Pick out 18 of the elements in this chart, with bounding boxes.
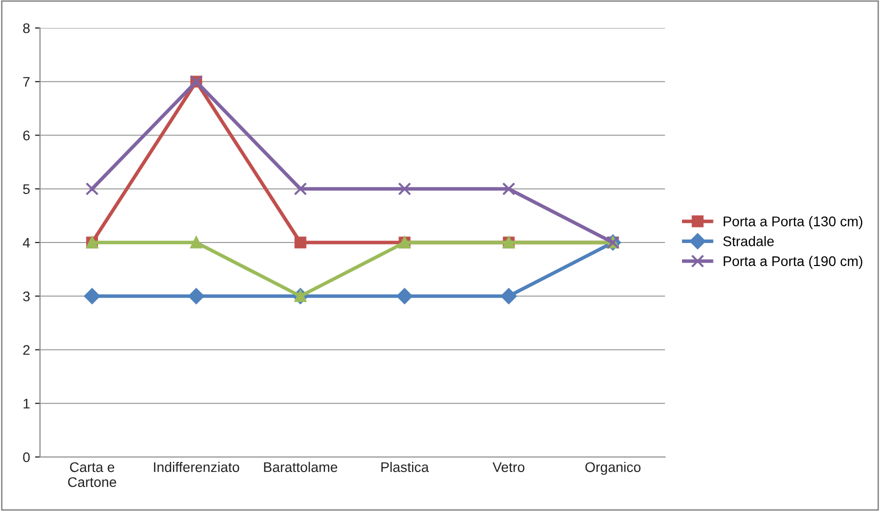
x-tick-label: Organico [585, 462, 641, 475]
x-tick-label: Plastica [381, 462, 429, 472]
y-tick-label: 5 [23, 184, 30, 194]
legend-label: Porta a Porta (130 cm) [724, 216, 862, 230]
legend-label: Stradale [723, 236, 774, 246]
y-tick-label: 8 [23, 23, 30, 34]
y-tick-label: 1 [24, 398, 30, 408]
y-tick-label: 4 [22, 238, 30, 248]
y-tick-label: 2 [23, 345, 30, 355]
y-tick-label: 3 [23, 291, 30, 302]
y-tick-label: 7 [23, 77, 30, 87]
legend-label: Porta a Porta (190 cm) [724, 256, 862, 269]
x-tick-label: Indifferenziato [154, 462, 240, 472]
x-tick-label: Vetro [492, 462, 524, 472]
y-tick-label: 6 [23, 130, 30, 140]
y-tick-label: 0 [23, 452, 30, 462]
x-tick-label: Carta e Cartone [68, 462, 116, 488]
x-tick-label: Barattolame [264, 462, 338, 472]
